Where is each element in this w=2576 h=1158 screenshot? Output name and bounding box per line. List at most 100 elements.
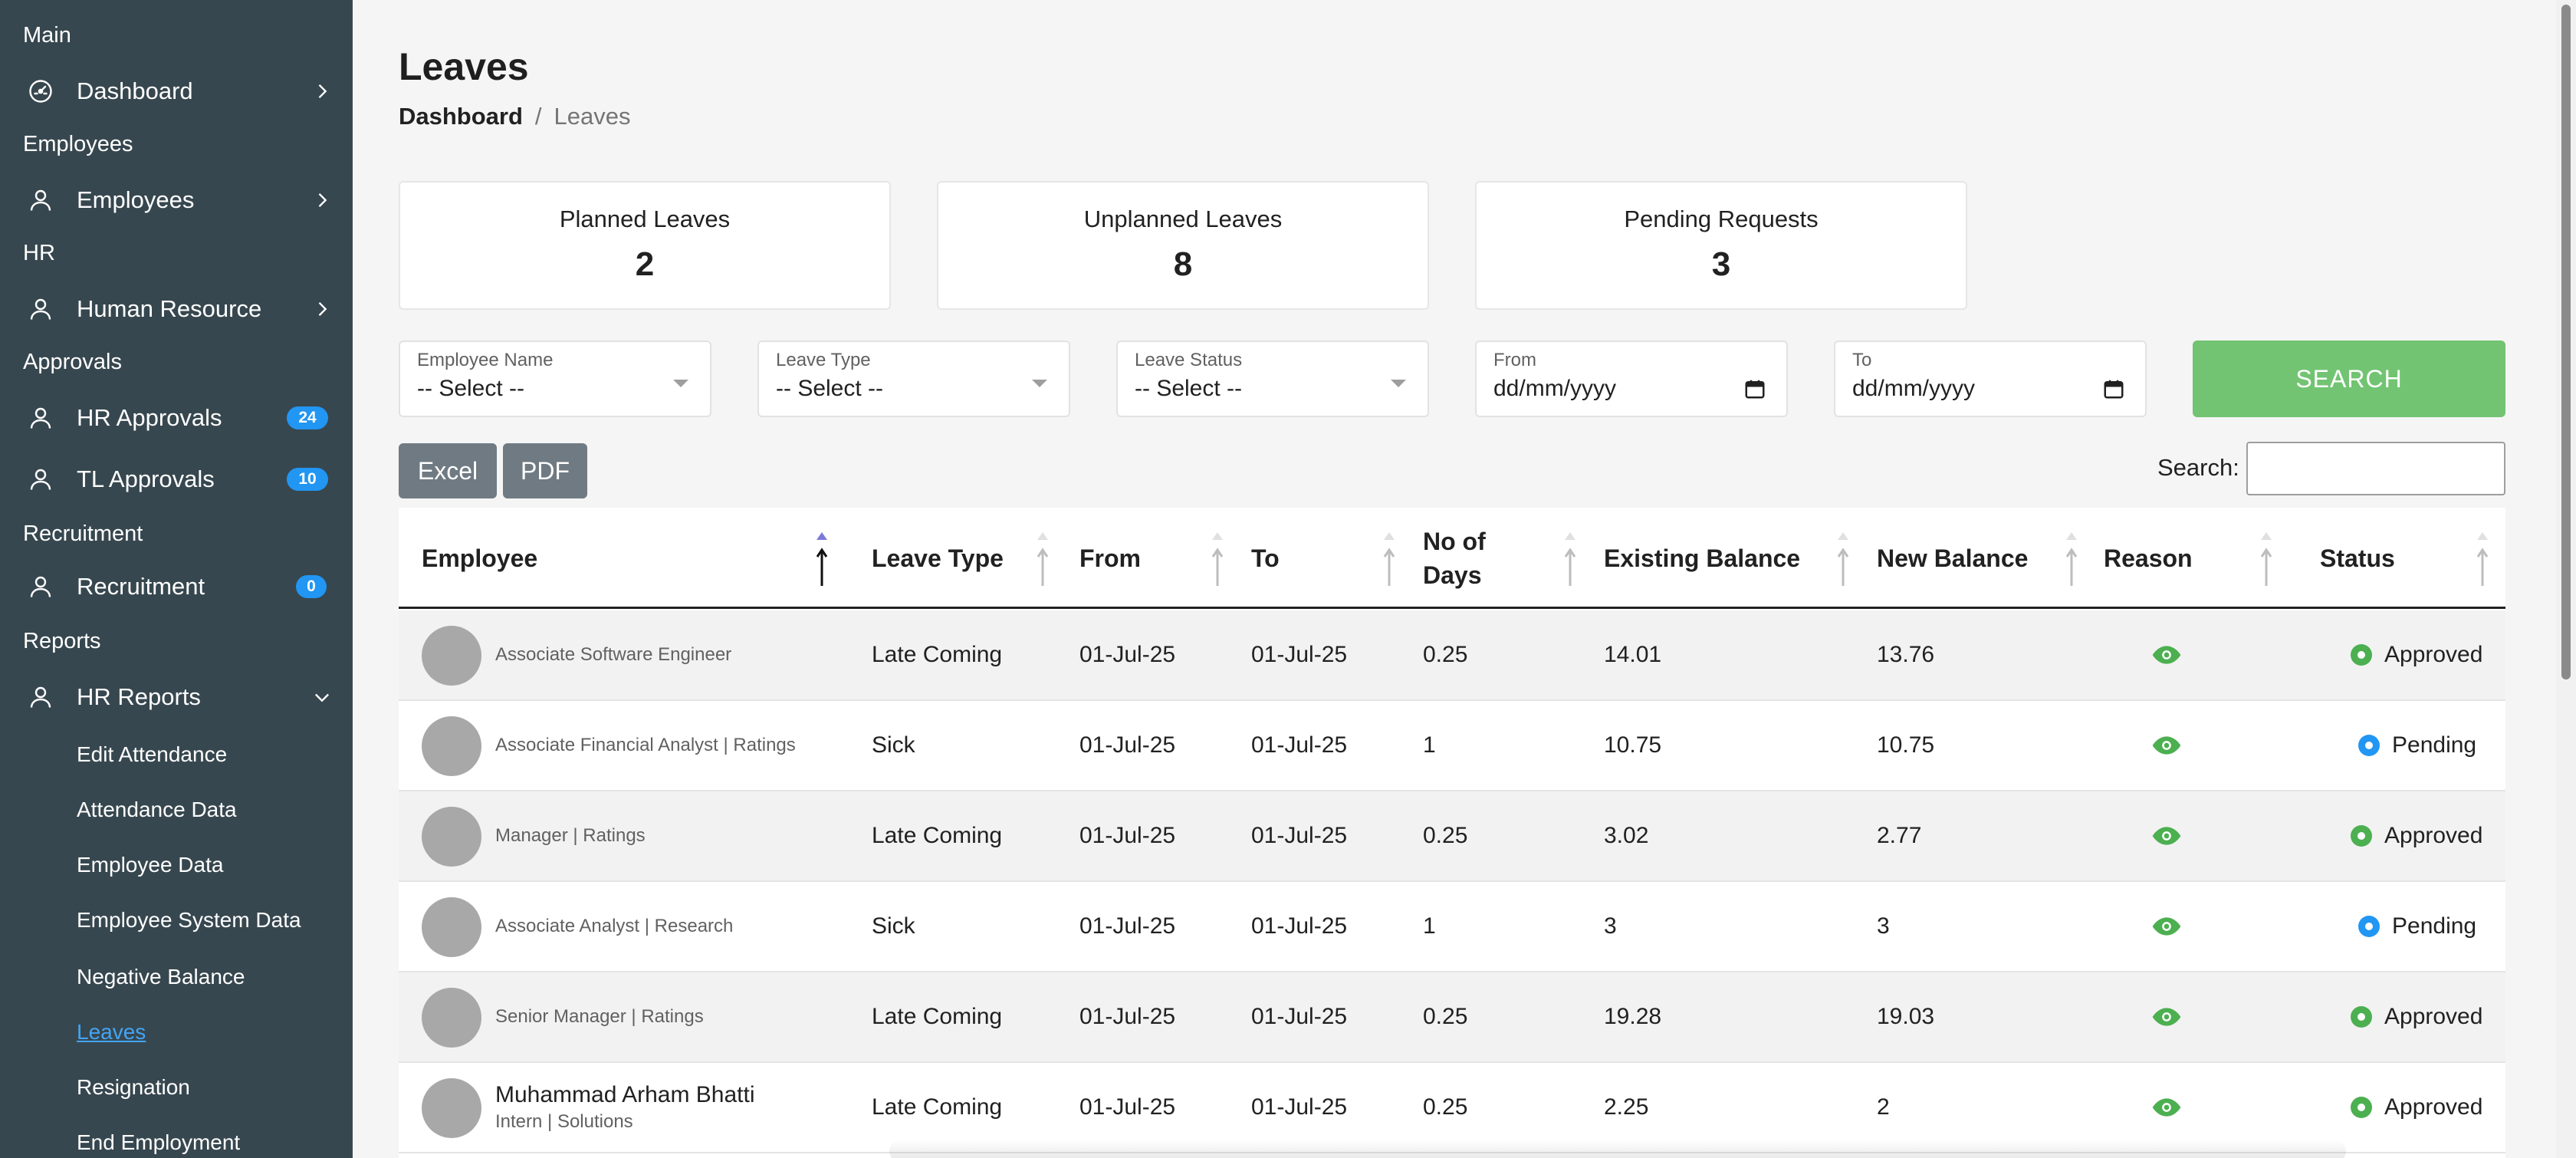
sidebar-item-dashboard[interactable]: Dashboard xyxy=(0,64,353,118)
sort-icon[interactable] xyxy=(1561,531,1579,592)
to-cell: 01-Jul-25 xyxy=(1251,732,1348,758)
sidebar-subitem-negative-balance[interactable]: Negative Balance xyxy=(77,965,245,989)
table-header: Employee Leave Type From To xyxy=(399,508,2505,609)
status-cell: Approved xyxy=(2351,610,2482,699)
table-row[interactable]: Manager | Ratings Late Coming 01-Jul-25 … xyxy=(399,791,2505,882)
avatar xyxy=(422,897,481,957)
sidebar-item-label: TL Approvals xyxy=(77,466,215,492)
sidebar-section-recruitment: Recruitment xyxy=(23,521,143,546)
pending-status-icon xyxy=(2358,916,2380,937)
breadcrumb-home-link[interactable]: Dashboard xyxy=(399,103,523,130)
calendar-icon[interactable] xyxy=(1743,377,1766,400)
approved-status-icon xyxy=(2351,825,2372,847)
avatar xyxy=(422,807,481,867)
search-button[interactable]: SEARCH xyxy=(2193,340,2505,417)
stat-value: 2 xyxy=(635,245,655,283)
sidebar-subitem-edit-attendance[interactable]: Edit Attendance xyxy=(77,742,228,766)
days-cell: 0.25 xyxy=(1423,642,1468,667)
export-excel-button[interactable]: Excel xyxy=(399,443,497,498)
existing-balance-cell: 3.02 xyxy=(1604,823,1649,848)
eye-icon[interactable] xyxy=(2151,1002,2182,1032)
column-header-no-of-days[interactable]: No of Days xyxy=(1423,528,1486,589)
sidebar-section-employees: Employees xyxy=(23,132,133,156)
field-value: dd/mm/yyyy xyxy=(1852,376,1976,401)
table-row[interactable]: Associate Analyst | Research Sick 01-Jul… xyxy=(399,882,2505,972)
sidebar-item-recruitment[interactable]: Recruitment 0 xyxy=(0,560,353,614)
column-header-reason[interactable]: Reason xyxy=(2104,544,2193,572)
sort-icon[interactable] xyxy=(1033,531,1052,592)
sidebar-item-label: Human Resource xyxy=(77,295,262,322)
approved-status-icon xyxy=(2351,1006,2372,1028)
table-row[interactable]: Associate Software Engineer Late Coming … xyxy=(399,610,2505,701)
sort-icon[interactable] xyxy=(1834,531,1852,592)
sidebar-subitem-resignation[interactable]: Resignation xyxy=(77,1075,190,1099)
sort-icon[interactable] xyxy=(1208,531,1227,592)
sidebar-item-human-resource[interactable]: Human Resource xyxy=(0,282,353,336)
sidebar-subitem-attendance-data[interactable]: Attendance Data xyxy=(77,798,237,821)
eye-icon[interactable] xyxy=(2151,1092,2182,1123)
user-icon xyxy=(26,572,55,601)
eye-icon[interactable] xyxy=(2151,640,2182,670)
to-cell: 01-Jul-25 xyxy=(1251,1094,1348,1120)
sort-icon[interactable] xyxy=(2062,531,2081,592)
column-header-existing-balance[interactable]: Existing Balance xyxy=(1604,544,1801,572)
sidebar-item-employees[interactable]: Employees xyxy=(0,173,353,227)
field-label: Leave Type xyxy=(776,350,871,370)
user-icon xyxy=(26,186,55,215)
existing-balance-cell: 10.75 xyxy=(1604,732,1662,758)
status-label: Approved xyxy=(2384,1094,2483,1120)
sidebar-subitem-employee-data[interactable]: Employee Data xyxy=(77,853,224,877)
eye-icon[interactable] xyxy=(2151,911,2182,942)
sort-icon[interactable] xyxy=(1380,531,1398,592)
field-label: To xyxy=(1852,350,1872,370)
table-row[interactable]: Senior Manager | Ratings Late Coming 01-… xyxy=(399,972,2505,1063)
leave-type-cell: Sick xyxy=(872,913,915,939)
employee-role: Intern | Solutions xyxy=(495,1111,633,1132)
employee-cell: Associate Financial Analyst | Ratings xyxy=(495,701,796,790)
calendar-icon[interactable] xyxy=(2102,377,2125,400)
scrollbar-thumb[interactable] xyxy=(2561,5,2571,679)
reason-cell xyxy=(2151,1063,2182,1152)
status-label: Pending xyxy=(2392,913,2477,939)
to-date-input[interactable]: To dd/mm/yyyy xyxy=(1834,340,2147,417)
sort-ascending-icon[interactable] xyxy=(813,531,831,592)
eye-icon[interactable] xyxy=(2151,821,2182,851)
leave-type-select[interactable]: Leave Type -- Select -- xyxy=(757,340,1070,417)
column-header-leave-type[interactable]: Leave Type xyxy=(872,544,1004,572)
sidebar-item-tl-approvals[interactable]: TL Approvals 10 xyxy=(0,452,353,506)
leave-status-select[interactable]: Leave Status -- Select -- xyxy=(1116,340,1429,417)
reason-cell xyxy=(2151,791,2182,880)
sidebar-item-hr-reports[interactable]: HR Reports xyxy=(0,670,353,724)
pending-status-icon xyxy=(2358,735,2380,756)
employee-cell: Associate Analyst | Research xyxy=(495,882,733,971)
user-icon xyxy=(26,683,55,712)
column-header-from[interactable]: From xyxy=(1079,544,1141,572)
sort-icon[interactable] xyxy=(2257,531,2275,592)
existing-balance-cell: 3 xyxy=(1604,913,1617,939)
eye-icon[interactable] xyxy=(2151,730,2182,761)
column-header-employee[interactable]: Employee xyxy=(422,544,538,572)
sidebar-item-hr-approvals[interactable]: HR Approvals 24 xyxy=(0,391,353,445)
approved-status-icon xyxy=(2351,644,2372,666)
new-balance-cell: 2 xyxy=(1877,1094,1890,1120)
column-header-status[interactable]: Status xyxy=(2320,544,2395,572)
table-row[interactable]: Associate Financial Analyst | Ratings Si… xyxy=(399,701,2505,791)
employee-name-select[interactable]: Employee Name -- Select -- xyxy=(399,340,711,417)
sidebar-subitem-leaves[interactable]: Leaves xyxy=(77,1020,146,1044)
field-value: -- Select -- xyxy=(1135,376,1243,401)
table-row[interactable]: Muhammad Arham Bhatti Intern | Solutions… xyxy=(399,1063,2505,1153)
sort-icon[interactable] xyxy=(2473,531,2492,592)
column-header-new-balance[interactable]: New Balance xyxy=(1877,544,2029,572)
sidebar-subitem-employee-system-data[interactable]: Employee System Data xyxy=(77,908,301,932)
leave-type-cell: Late Coming xyxy=(872,1004,1003,1029)
sidebar-subitem-end-employment[interactable]: End Employment xyxy=(77,1130,241,1154)
table-search-label: Search: xyxy=(2157,454,2239,481)
stat-label: Pending Requests xyxy=(1624,206,1819,232)
table-search-input[interactable] xyxy=(2246,442,2505,495)
column-header-to[interactable]: To xyxy=(1251,544,1280,572)
employee-cell: Senior Manager | Ratings xyxy=(495,972,704,1061)
from-date-input[interactable]: From dd/mm/yyyy xyxy=(1475,340,1788,417)
export-pdf-button[interactable]: PDF xyxy=(503,443,587,498)
dashboard-gauge-icon xyxy=(26,77,55,106)
sidebar: Main Dashboard Employees Employees HR Hu… xyxy=(0,0,353,1158)
